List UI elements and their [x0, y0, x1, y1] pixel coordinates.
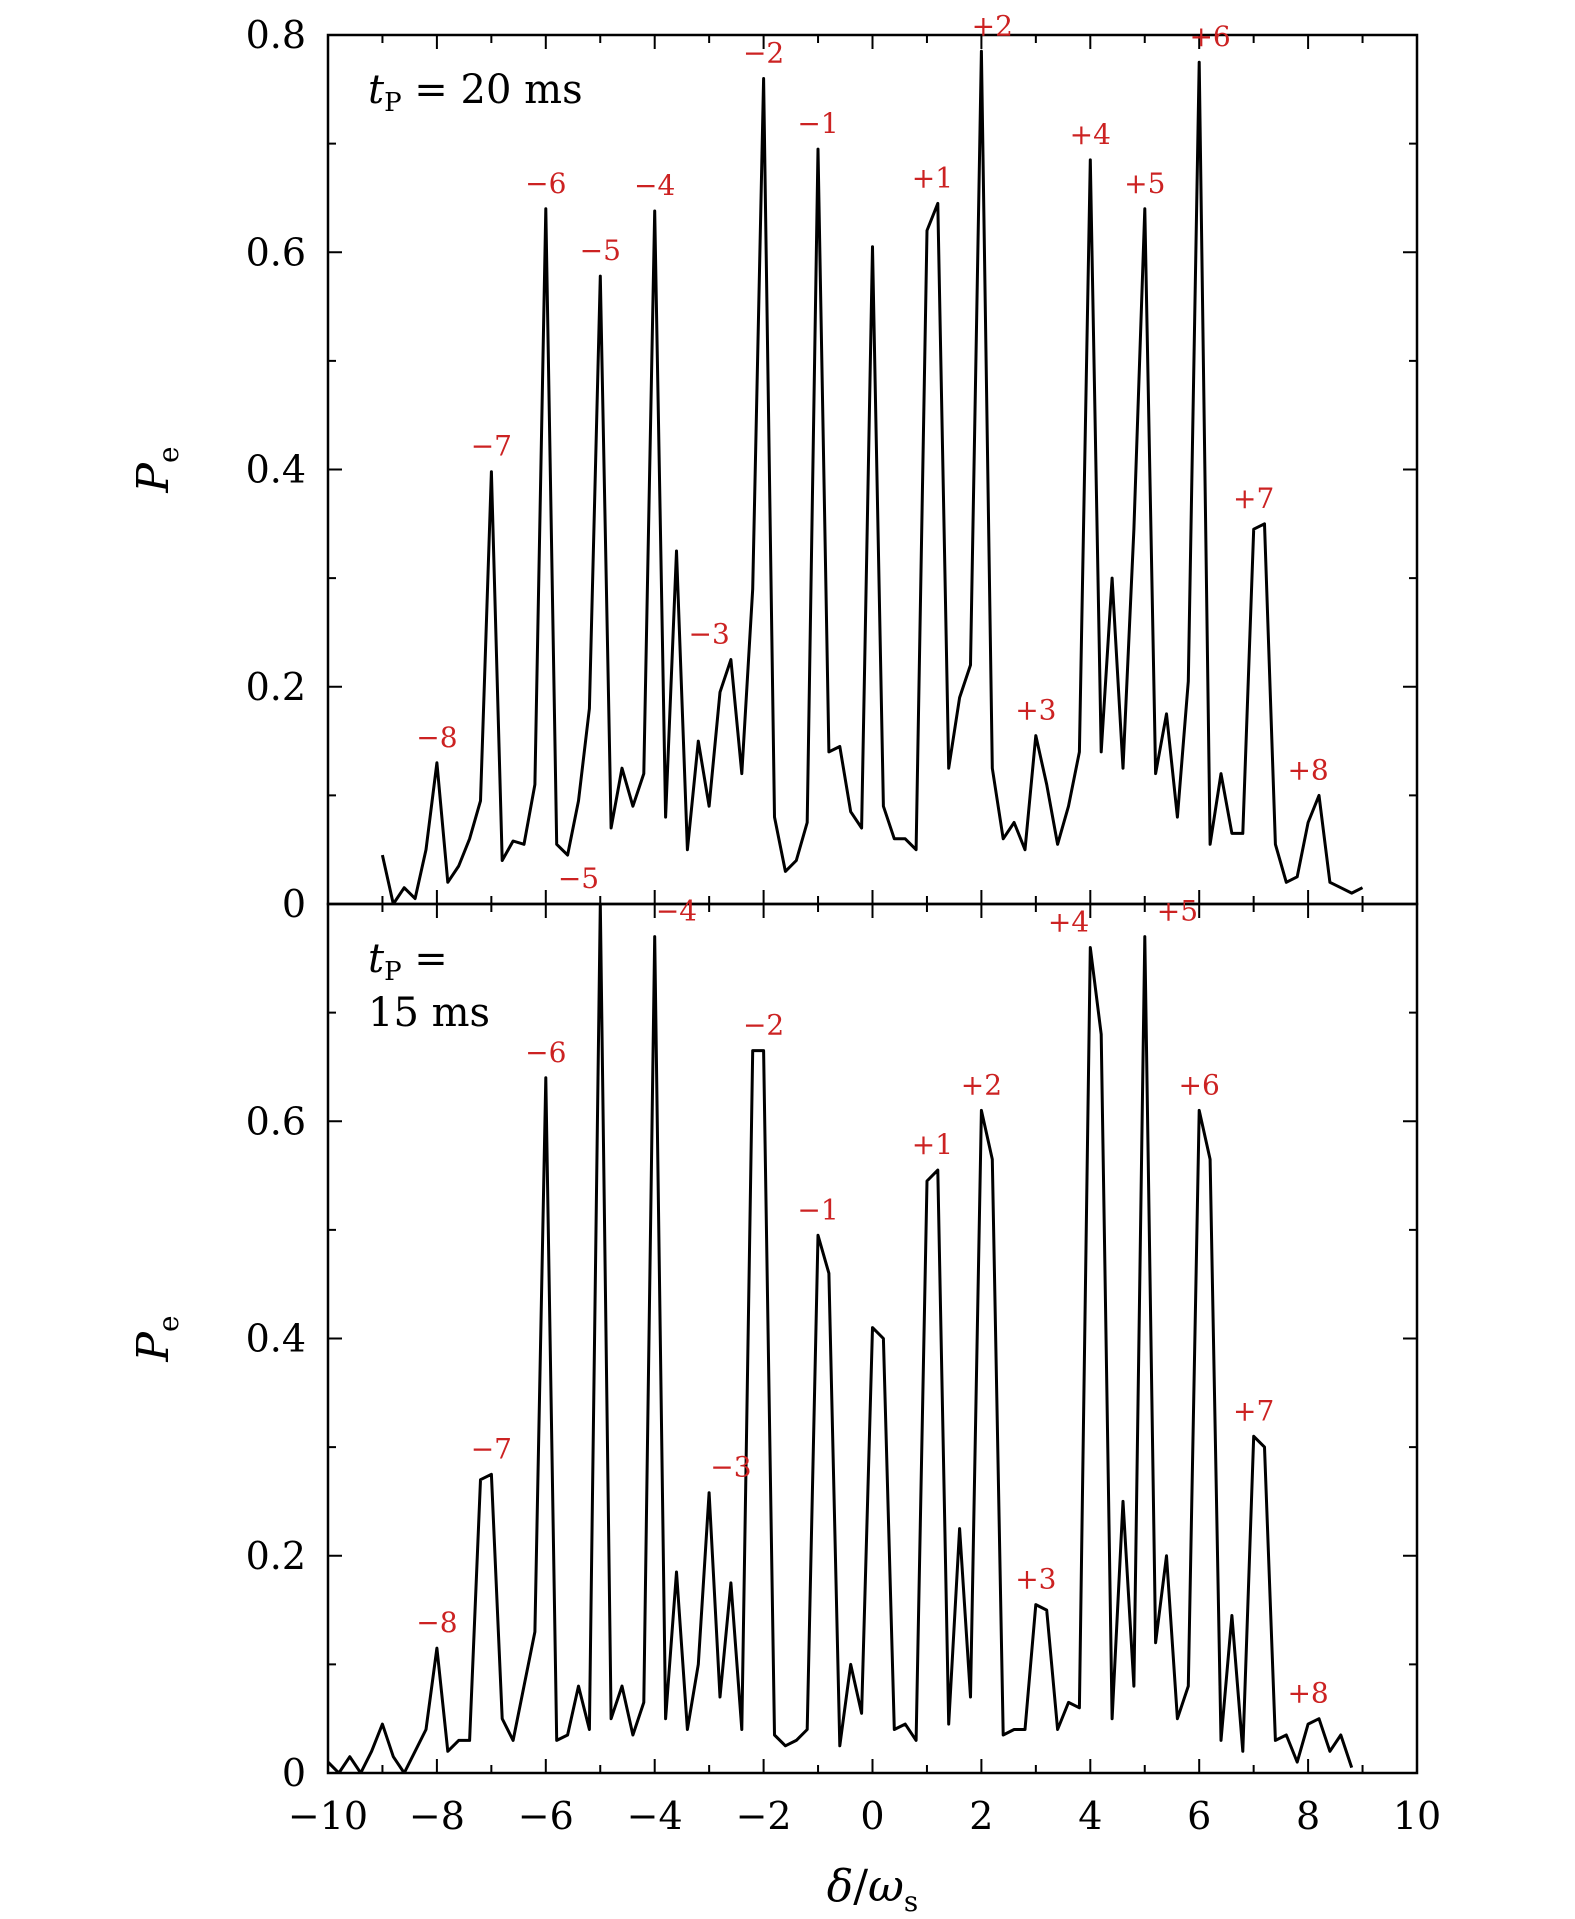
peak-label: +4 [1070, 118, 1111, 151]
x-tick-label: −6 [518, 1794, 574, 1838]
peak-label: +5 [1157, 895, 1198, 928]
peak-label: −1 [797, 107, 838, 140]
peak-label: −8 [416, 721, 457, 754]
peak-label: −2 [743, 36, 784, 69]
peak-label: +2 [961, 1068, 1002, 1101]
y-tick-label: 0 [282, 1751, 306, 1795]
peak-label: +5 [1124, 167, 1165, 200]
x-tick-label: 10 [1393, 1794, 1441, 1838]
peak-label: −3 [710, 1451, 751, 1484]
peak-label: +8 [1287, 1677, 1328, 1710]
y-tick-label: 0.6 [246, 230, 306, 274]
x-axis-title: δ/ωs [827, 1861, 919, 1918]
peak-label: +1 [912, 1128, 953, 1161]
panel-label-line2: 15 ms [368, 990, 490, 1036]
peak-label: −4 [634, 169, 675, 202]
peak-label: −5 [558, 862, 599, 895]
y-axis-title: Pe [128, 446, 185, 493]
x-tick-label: −8 [409, 1794, 465, 1838]
peak-label: −2 [743, 1009, 784, 1042]
peak-label: −3 [689, 618, 730, 651]
peak-label: +3 [1015, 1563, 1056, 1596]
y-tick-label: 0.4 [246, 1317, 306, 1361]
x-tick-label: 6 [1187, 1794, 1211, 1838]
x-tick-label: 0 [860, 1794, 884, 1838]
y-axis-title: Pe [128, 1315, 185, 1362]
panel-label: tP = [368, 936, 448, 987]
peak-label: −7 [471, 1432, 512, 1465]
peak-label: +1 [912, 161, 953, 194]
x-tick-label: 2 [969, 1794, 993, 1838]
peak-label: −7 [471, 430, 512, 463]
peak-label: −5 [580, 234, 621, 267]
peak-label: +6 [1189, 20, 1230, 53]
y-tick-label: 0.2 [246, 665, 306, 709]
x-tick-label: 8 [1296, 1794, 1320, 1838]
pe-trace [380, 49, 1364, 904]
y-tick-label: 0.4 [246, 448, 306, 492]
panel-1: 0 0.2 0.4 0.6 0.8 −8 −7 −6 −5 −4 −3 −2 −1 +1 +2 +3 +4 +5 +… [128, 9, 1419, 926]
peak-label: −4 [656, 895, 697, 928]
peak-label: −1 [797, 1193, 838, 1226]
x-tick-label: −4 [627, 1794, 683, 1838]
y-tick-label: 0 [282, 882, 306, 926]
peak-label: −6 [525, 1036, 566, 1069]
y-tick-label: 0.2 [246, 1534, 306, 1578]
pe-trace [328, 904, 1354, 1773]
peak-label: −6 [525, 167, 566, 200]
x-tick-label: −10 [288, 1794, 368, 1838]
peak-label: +7 [1233, 482, 1274, 515]
peak-label: +3 [1015, 694, 1056, 727]
y-tick-label: 0.8 [246, 13, 306, 57]
x-tick-label: 4 [1078, 1794, 1102, 1838]
y-tick-label: 0.6 [246, 1099, 306, 1143]
panel-label: tP = 20 ms [368, 67, 583, 118]
peak-label: −8 [416, 1606, 457, 1639]
peak-label: +6 [1179, 1068, 1220, 1101]
peak-label: +4 [1048, 905, 1089, 938]
panel-2: 00.20.40.6−10 −8 −6 −4 −2 0 2 4 6 8 10−8−7−6−5−4−3… [128, 862, 1441, 1918]
peak-label: +7 [1233, 1394, 1274, 1427]
x-tick-label: −2 [736, 1794, 792, 1838]
plot-frame [326, 33, 1419, 906]
peak-label: +2 [972, 9, 1013, 42]
peak-label: +8 [1287, 753, 1328, 786]
